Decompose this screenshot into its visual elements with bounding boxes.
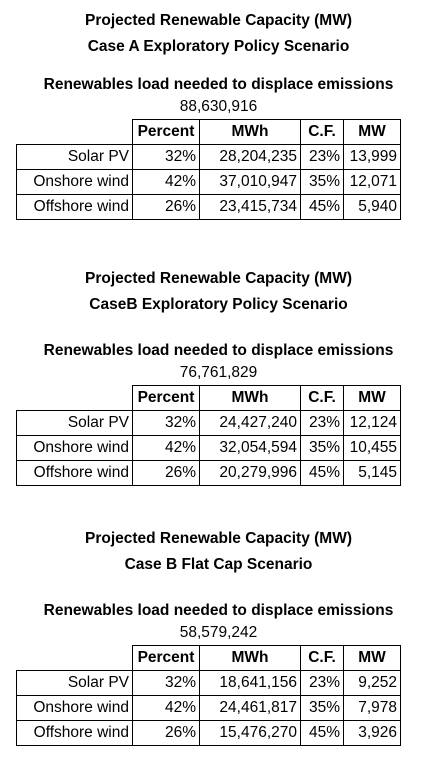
header-mwh: MWh [199,645,301,671]
mwh-cell: 37,010,947 [199,169,301,195]
table-row: Solar PV 32% 28,204,235 23% 13,999 [16,144,401,170]
total-load-value: 58,579,242 [179,624,258,641]
mw-cell: 12,071 [343,169,401,195]
source-cell: Onshore wind [16,435,133,461]
scenario-section: Projected Renewable Capacity (MW) Case A… [0,8,437,220]
mwh-cell: 32,054,594 [199,435,301,461]
table-row: Onshore wind 42% 32,054,594 35% 10,455 [16,435,401,461]
header-mwh: MWh [199,385,301,411]
header-percent: Percent [132,645,200,671]
mw-cell: 13,999 [343,144,401,170]
header-mw: MW [343,645,401,671]
source-cell: Onshore wind [16,695,133,721]
mw-cell: 7,978 [343,695,401,721]
source-cell: Solar PV [16,144,133,170]
header-percent: Percent [132,385,200,411]
cf-cell: 45% [300,460,344,486]
mwh-cell: 18,641,156 [199,670,301,696]
percent-cell: 26% [132,720,200,746]
source-cell: Offshore wind [16,720,133,746]
total-load-value: 76,761,829 [179,364,258,381]
mwh-cell: 20,279,996 [199,460,301,486]
table-row: Solar PV 32% 24,427,240 23% 12,124 [16,410,401,436]
cf-cell: 35% [300,435,344,461]
header-mw: MW [343,385,401,411]
header-blank-cell [16,119,133,145]
scenario-title-line2: Case A Exploratory Policy Scenario [87,38,350,55]
cf-cell: 35% [300,695,344,721]
table-header-row: Percent MWh C.F. MW [16,645,401,671]
capacity-table: Percent MWh C.F. MW Solar PV 32% 24,427,… [16,385,401,486]
cf-cell: 23% [300,670,344,696]
percent-cell: 26% [132,194,200,220]
percent-cell: 32% [132,670,200,696]
mwh-cell: 28,204,235 [199,144,301,170]
mwh-cell: 24,461,817 [199,695,301,721]
table-row: Offshore wind 26% 20,279,996 45% 5,145 [16,460,401,486]
mwh-cell: 24,427,240 [199,410,301,436]
header-blank-cell [16,385,133,411]
load-subheading: Renewables load needed to displace emiss… [43,602,394,619]
cf-cell: 45% [300,194,344,220]
scenario-title-line1: Projected Renewable Capacity (MW) [84,530,352,547]
table-row: Solar PV 32% 18,641,156 23% 9,252 [16,670,401,696]
scenario-title-line1: Projected Renewable Capacity (MW) [84,270,352,287]
mw-cell: 10,455 [343,435,401,461]
mw-cell: 12,124 [343,410,401,436]
cf-cell: 35% [300,169,344,195]
source-cell: Offshore wind [16,460,133,486]
mwh-cell: 23,415,734 [199,194,301,220]
table-header-row: Percent MWh C.F. MW [16,385,401,411]
scenario-title-line2: Case B Flat Cap Scenario [124,556,313,573]
mw-cell: 5,940 [343,194,401,220]
scenario-title-line2: CaseB Exploratory Policy Scenario [89,296,348,313]
percent-cell: 32% [132,144,200,170]
cf-cell: 23% [300,410,344,436]
source-cell: Solar PV [16,670,133,696]
total-load-value: 88,630,916 [179,98,258,115]
mw-cell: 5,145 [343,460,401,486]
header-blank-cell [16,645,133,671]
percent-cell: 42% [132,695,200,721]
cf-cell: 23% [300,144,344,170]
mw-cell: 3,926 [343,720,401,746]
header-cf: C.F. [300,645,344,671]
table-row: Offshore wind 26% 23,415,734 45% 5,940 [16,194,401,220]
header-cf: C.F. [300,385,344,411]
source-cell: Offshore wind [16,194,133,220]
header-mw: MW [343,119,401,145]
mw-cell: 9,252 [343,670,401,696]
header-percent: Percent [132,119,200,145]
percent-cell: 26% [132,460,200,486]
source-cell: Solar PV [16,410,133,436]
scenario-section: Projected Renewable Capacity (MW) Case B… [0,526,437,746]
table-header-row: Percent MWh C.F. MW [16,119,401,145]
header-mwh: MWh [199,119,301,145]
header-cf: C.F. [300,119,344,145]
table-row: Offshore wind 26% 15,476,270 45% 3,926 [16,720,401,746]
load-subheading: Renewables load needed to displace emiss… [43,342,394,359]
percent-cell: 32% [132,410,200,436]
table-row: Onshore wind 42% 24,461,817 35% 7,978 [16,695,401,721]
capacity-table: Percent MWh C.F. MW Solar PV 32% 18,641,… [16,645,401,746]
source-cell: Onshore wind [16,169,133,195]
capacity-table: Percent MWh C.F. MW Solar PV 32% 28,204,… [16,119,401,220]
load-subheading: Renewables load needed to displace emiss… [43,76,394,93]
scenario-title-line1: Projected Renewable Capacity (MW) [84,12,352,29]
scenario-section: Projected Renewable Capacity (MW) CaseB … [0,266,437,486]
percent-cell: 42% [132,169,200,195]
cf-cell: 45% [300,720,344,746]
mwh-cell: 15,476,270 [199,720,301,746]
percent-cell: 42% [132,435,200,461]
table-row: Onshore wind 42% 37,010,947 35% 12,071 [16,169,401,195]
